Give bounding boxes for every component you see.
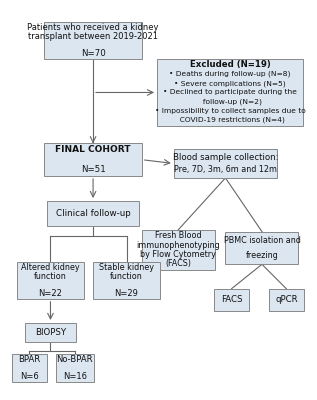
Text: BPAR: BPAR bbox=[18, 355, 40, 364]
Text: No-BPAR: No-BPAR bbox=[56, 355, 93, 364]
FancyBboxPatch shape bbox=[214, 289, 249, 311]
Text: BIOPSY: BIOPSY bbox=[35, 328, 66, 337]
FancyBboxPatch shape bbox=[225, 232, 299, 264]
Text: function: function bbox=[34, 272, 67, 281]
FancyBboxPatch shape bbox=[174, 149, 277, 178]
FancyBboxPatch shape bbox=[25, 323, 75, 342]
Text: N=22: N=22 bbox=[39, 289, 62, 298]
Text: Clinical follow-up: Clinical follow-up bbox=[56, 209, 131, 218]
FancyBboxPatch shape bbox=[142, 230, 215, 270]
FancyBboxPatch shape bbox=[93, 262, 160, 299]
Text: • Impossibility to collect samples due to: • Impossibility to collect samples due t… bbox=[155, 108, 305, 114]
Text: N=16: N=16 bbox=[63, 372, 87, 381]
FancyBboxPatch shape bbox=[56, 354, 94, 382]
Text: Excluded (N=19): Excluded (N=19) bbox=[190, 60, 270, 69]
FancyBboxPatch shape bbox=[48, 201, 139, 226]
Text: Blood sample collection:: Blood sample collection: bbox=[173, 153, 278, 162]
FancyBboxPatch shape bbox=[44, 22, 142, 59]
Text: Stable kidney: Stable kidney bbox=[99, 264, 154, 272]
Text: Fresh Blood: Fresh Blood bbox=[155, 231, 202, 240]
Text: • Severe complications (N=5): • Severe complications (N=5) bbox=[174, 80, 286, 86]
Text: function: function bbox=[110, 272, 143, 281]
Text: FINAL COHORT: FINAL COHORT bbox=[55, 145, 131, 154]
Text: Altered kidney: Altered kidney bbox=[21, 264, 80, 272]
Text: qPCR: qPCR bbox=[275, 295, 298, 304]
Text: N=29: N=29 bbox=[115, 289, 139, 298]
FancyBboxPatch shape bbox=[269, 289, 304, 311]
Text: Pre, 7D, 3m, 6m and 12m: Pre, 7D, 3m, 6m and 12m bbox=[174, 165, 277, 174]
Text: N=6: N=6 bbox=[20, 372, 39, 381]
FancyBboxPatch shape bbox=[44, 143, 142, 176]
Text: PBMC isolation and: PBMC isolation and bbox=[223, 236, 301, 246]
Text: (FACS): (FACS) bbox=[165, 260, 191, 268]
Text: follow-up (N=2): follow-up (N=2) bbox=[198, 98, 262, 105]
FancyBboxPatch shape bbox=[157, 59, 303, 126]
Text: COVID-19 restrictions (N=4): COVID-19 restrictions (N=4) bbox=[175, 117, 285, 123]
Text: • Deaths during follow-up (N=8): • Deaths during follow-up (N=8) bbox=[169, 71, 291, 77]
FancyBboxPatch shape bbox=[12, 354, 47, 382]
Text: immunophenotyping: immunophenotyping bbox=[136, 241, 220, 250]
Text: N=51: N=51 bbox=[81, 165, 106, 174]
Text: transplant between 2019-2021: transplant between 2019-2021 bbox=[28, 32, 158, 41]
Text: freezing: freezing bbox=[246, 250, 278, 260]
Text: by Flow Cytometry: by Flow Cytometry bbox=[140, 250, 216, 259]
Text: • Declined to participate during the: • Declined to participate during the bbox=[163, 90, 297, 96]
Text: N=70: N=70 bbox=[81, 49, 106, 58]
Text: Patients who received a kidney: Patients who received a kidney bbox=[27, 24, 159, 32]
Text: FACS: FACS bbox=[221, 295, 242, 304]
FancyBboxPatch shape bbox=[17, 262, 84, 299]
